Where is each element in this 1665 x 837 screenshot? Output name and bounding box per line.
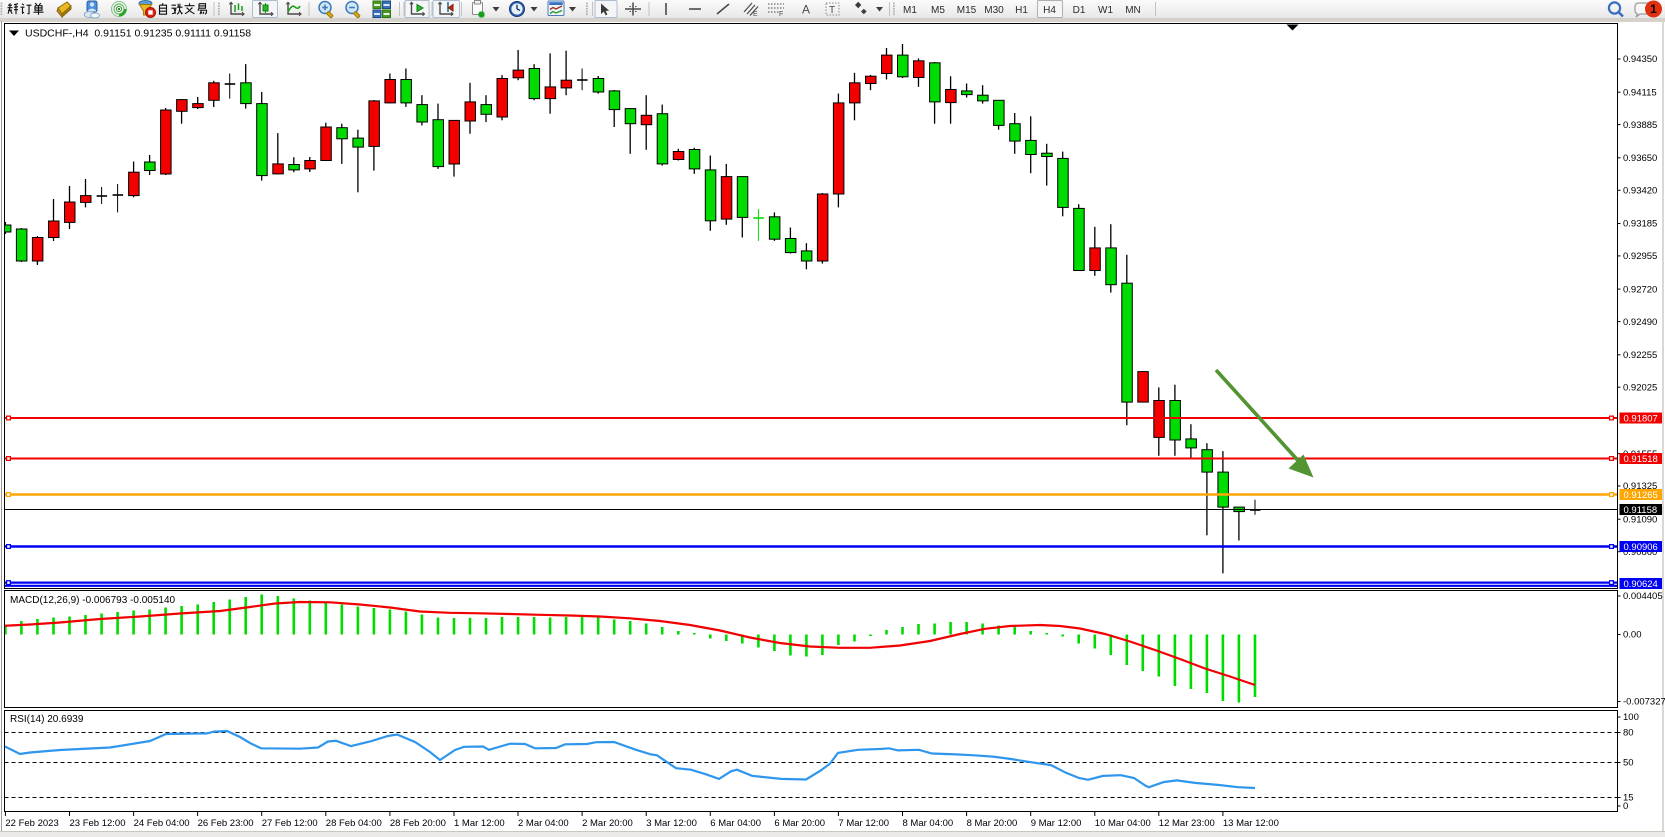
svg-text:0.93185: 0.93185 xyxy=(1623,219,1657,230)
svg-text:22 Feb 2023: 22 Feb 2023 xyxy=(5,818,58,829)
svg-text:0.92025: 0.92025 xyxy=(1623,382,1657,393)
svg-text:D1: D1 xyxy=(1073,5,1086,16)
svg-text:27 Feb 12:00: 27 Feb 12:00 xyxy=(262,818,318,829)
svg-text:50: 50 xyxy=(1623,758,1634,769)
svg-text:0.91158: 0.91158 xyxy=(1624,505,1658,516)
svg-text:26 Feb 23:00: 26 Feb 23:00 xyxy=(198,818,254,829)
svg-text:0.93420: 0.93420 xyxy=(1623,186,1657,197)
svg-text:0.91265: 0.91265 xyxy=(1624,490,1658,501)
svg-text:USDCHF-,H4 0.91151 0.91235 0.: USDCHF-,H4 0.91151 0.91235 0.91111 0.911… xyxy=(25,28,251,40)
svg-text:E: E xyxy=(753,11,758,18)
svg-text:9 Mar 12:00: 9 Mar 12:00 xyxy=(1031,818,1082,829)
svg-text:24 Feb 04:00: 24 Feb 04:00 xyxy=(134,818,190,829)
svg-text:0.92955: 0.92955 xyxy=(1623,251,1657,262)
svg-text:0.91090: 0.91090 xyxy=(1623,514,1657,525)
svg-text:0.90906: 0.90906 xyxy=(1624,542,1658,553)
svg-text:28 Feb 20:00: 28 Feb 20:00 xyxy=(390,818,446,829)
svg-text:100: 100 xyxy=(1623,712,1639,723)
svg-text:10 Mar 04:00: 10 Mar 04:00 xyxy=(1095,818,1151,829)
svg-text:0.00: 0.00 xyxy=(1623,630,1642,641)
svg-text:2 Mar 20:00: 2 Mar 20:00 xyxy=(582,818,633,829)
svg-text:F: F xyxy=(779,11,783,18)
svg-text:2 Mar 04:00: 2 Mar 04:00 xyxy=(518,818,569,829)
svg-text:0.94350: 0.94350 xyxy=(1623,54,1657,65)
svg-text:MN: MN xyxy=(1125,5,1141,16)
svg-text:W1: W1 xyxy=(1098,5,1113,16)
svg-text:0.93885: 0.93885 xyxy=(1623,120,1657,131)
svg-text:0.90860: 0.90860 xyxy=(1623,547,1657,558)
svg-text:0.91325: 0.91325 xyxy=(1623,481,1657,492)
svg-text:0.94115: 0.94115 xyxy=(1623,87,1657,98)
svg-text:7 Mar 12:00: 7 Mar 12:00 xyxy=(838,818,889,829)
svg-text:3 Mar 12:00: 3 Mar 12:00 xyxy=(646,818,697,829)
svg-text:12 Mar 23:00: 12 Mar 23:00 xyxy=(1159,818,1215,829)
svg-text:H4: H4 xyxy=(1043,5,1056,16)
svg-text:0.90624: 0.90624 xyxy=(1624,579,1658,590)
svg-text:6 Mar 04:00: 6 Mar 04:00 xyxy=(710,818,761,829)
svg-text:0.92255: 0.92255 xyxy=(1623,350,1657,361)
svg-text:M15: M15 xyxy=(957,5,977,16)
svg-text:8 Mar 04:00: 8 Mar 04:00 xyxy=(903,818,954,829)
svg-text:M5: M5 xyxy=(931,5,945,16)
svg-text:0.92720: 0.92720 xyxy=(1623,284,1657,295)
svg-text:0.92490: 0.92490 xyxy=(1623,317,1657,328)
svg-text:T: T xyxy=(829,5,835,16)
svg-text:80: 80 xyxy=(1623,728,1634,739)
svg-text:-0.007327: -0.007327 xyxy=(1623,697,1665,708)
svg-text:0: 0 xyxy=(1623,801,1628,812)
svg-text:1 Mar 12:00: 1 Mar 12:00 xyxy=(454,818,505,829)
svg-text:MACD(12,26,9) -0.006793 -0.005: MACD(12,26,9) -0.006793 -0.005140 xyxy=(10,595,176,606)
svg-text:8 Mar 20:00: 8 Mar 20:00 xyxy=(967,818,1018,829)
svg-text:0.91807: 0.91807 xyxy=(1624,414,1658,425)
svg-text:H1: H1 xyxy=(1015,5,1028,16)
svg-text:RSI(14) 20.6939: RSI(14) 20.6939 xyxy=(10,714,84,725)
svg-text:0.004405: 0.004405 xyxy=(1623,591,1663,602)
svg-text:28 Feb 04:00: 28 Feb 04:00 xyxy=(326,818,382,829)
svg-text:13 Mar 12:00: 13 Mar 12:00 xyxy=(1223,818,1279,829)
svg-text:A: A xyxy=(802,3,810,17)
svg-text:0.93650: 0.93650 xyxy=(1623,153,1657,164)
svg-text:23 Feb 12:00: 23 Feb 12:00 xyxy=(70,818,126,829)
svg-text:15: 15 xyxy=(1623,793,1634,804)
svg-text:1: 1 xyxy=(1650,2,1657,16)
svg-text:6 Mar 20:00: 6 Mar 20:00 xyxy=(774,818,825,829)
svg-text:M30: M30 xyxy=(984,5,1004,16)
svg-text:M1: M1 xyxy=(903,5,917,16)
svg-text:0.91518: 0.91518 xyxy=(1624,454,1658,465)
